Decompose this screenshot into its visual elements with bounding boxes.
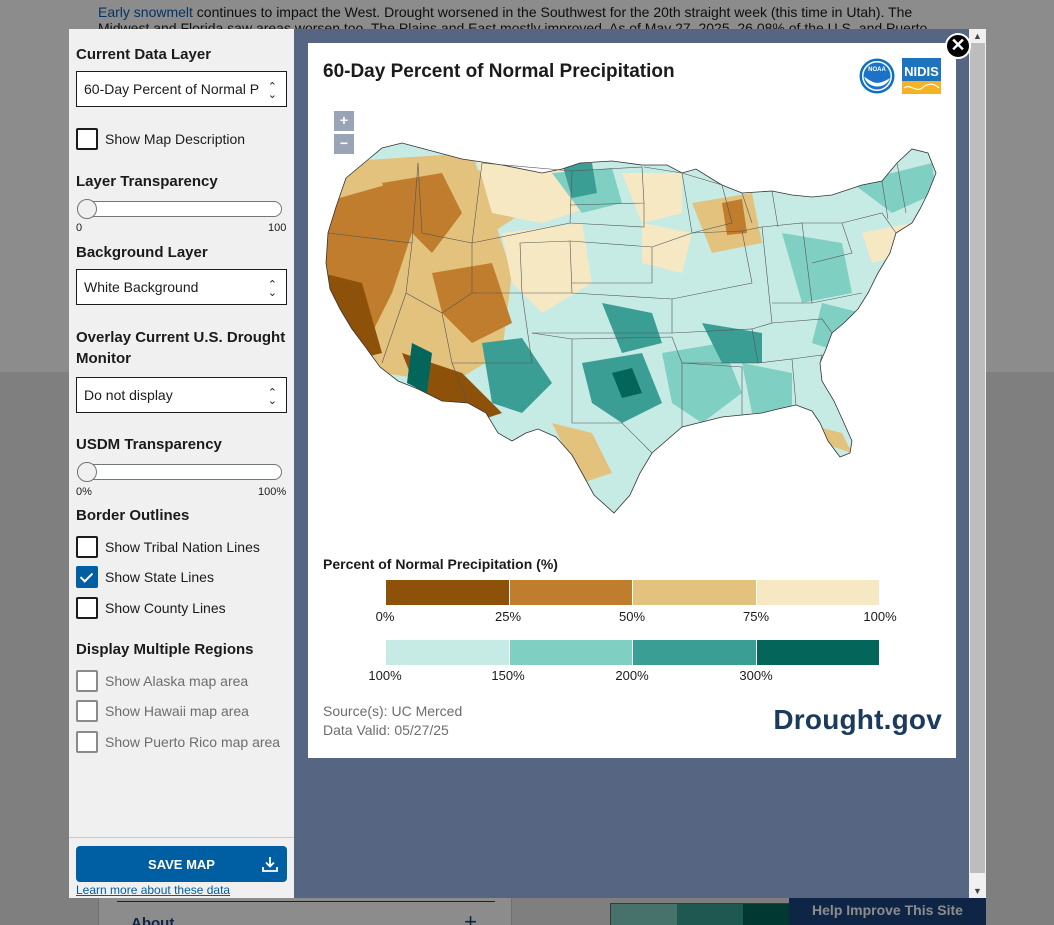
county-lines-checkbox[interactable] xyxy=(76,597,98,619)
state-lines-checkbox[interactable] xyxy=(76,566,98,588)
legend-tick: 25% xyxy=(494,609,522,624)
hawaii-option[interactable]: Show Hawaii map area xyxy=(76,700,249,722)
source-text: Source(s): UC Merced xyxy=(323,703,463,719)
data-valid-text: Data Valid: 05/27/25 xyxy=(323,722,449,738)
usdm-transparency-min: 0% xyxy=(76,486,92,498)
legend-swatch xyxy=(508,640,632,665)
close-icon[interactable]: ✕ xyxy=(945,33,971,59)
nidis-logo-text: NIDIS xyxy=(904,64,939,79)
map-fill-layer xyxy=(326,143,936,513)
legend-swatch xyxy=(632,640,756,665)
scroll-up-icon[interactable]: ▲ xyxy=(969,29,986,43)
legend-swatch xyxy=(755,580,879,605)
legend-swatch xyxy=(632,580,756,605)
tribal-lines-label: Show Tribal Nation Lines xyxy=(105,539,260,555)
legend-tick: 0% xyxy=(375,609,395,624)
county-lines-label: Show County Lines xyxy=(105,600,226,616)
legend-title: Percent of Normal Precipitation (%) xyxy=(323,556,558,572)
usdm-transparency-thumb[interactable] xyxy=(77,462,97,482)
state-lines-label: Show State Lines xyxy=(105,569,214,585)
early-snowmelt-link[interactable]: Early snowmelt xyxy=(98,4,193,20)
legend-tick: 75% xyxy=(742,609,770,624)
multiple-regions-heading: Display Multiple Regions xyxy=(76,641,254,658)
show-map-description-option[interactable]: Show Map Description xyxy=(76,128,245,150)
usdm-transparency-max: 100% xyxy=(258,486,287,498)
nidis-logo-icon: NIDIS xyxy=(902,58,941,94)
show-map-description-checkbox[interactable] xyxy=(76,128,98,150)
legend-swatch xyxy=(508,580,632,605)
map-modal: Current Data Layer 60-Day Percent of Nor… xyxy=(69,29,986,898)
current-layer-heading: Current Data Layer xyxy=(76,46,212,63)
layer-transparency-slider[interactable] xyxy=(77,199,282,219)
card-divider xyxy=(117,901,495,902)
zoom-out-button[interactable]: − xyxy=(334,134,354,154)
background-layer-heading: Background Layer xyxy=(76,244,208,261)
overlay-usdm-select[interactable]: Do not display ⌃ ⌄ xyxy=(76,377,287,413)
map-settings-sidebar: Current Data Layer 60-Day Percent of Nor… xyxy=(69,29,294,898)
usdm-transparency-heading: USDM Transparency xyxy=(76,436,222,453)
tribal-lines-option[interactable]: Show Tribal Nation Lines xyxy=(76,536,260,558)
learn-more-link[interactable]: Learn more about these data xyxy=(76,883,231,897)
zoom-in-button[interactable]: + xyxy=(334,111,354,131)
hawaii-checkbox[interactable] xyxy=(76,700,98,722)
puerto-rico-checkbox[interactable] xyxy=(76,731,98,753)
legend-swatch xyxy=(386,640,509,665)
save-map-button[interactable]: SAVE MAP xyxy=(76,846,287,882)
save-map-label: SAVE MAP xyxy=(148,856,215,872)
legend-swatch xyxy=(755,640,879,665)
map-title: 60-Day Percent of Normal Precipitation xyxy=(323,61,675,82)
scroll-thumb[interactable] xyxy=(970,43,985,873)
overlay-usdm-heading: Overlay Current U.S. Drought Monitor xyxy=(76,329,286,367)
legend-tick: 100% xyxy=(863,609,897,624)
puerto-rico-label: Show Puerto Rico map area xyxy=(105,734,281,750)
puerto-rico-option[interactable]: Show Puerto Rico map area xyxy=(76,731,280,753)
layer-transparency-thumb[interactable] xyxy=(77,199,97,219)
alaska-option[interactable]: Show Alaska map area xyxy=(76,670,248,692)
map-card: 60-Day Percent of Normal Precipitation N… xyxy=(308,43,956,758)
noaa-logo-text: NOAA xyxy=(868,67,886,73)
border-outlines-heading: Border Outlines xyxy=(76,507,190,524)
download-icon xyxy=(262,857,278,872)
legend-tick: 100% xyxy=(368,668,402,683)
background-legend-swatch xyxy=(677,904,743,925)
precipitation-map[interactable] xyxy=(322,123,944,523)
state-lines-option[interactable]: Show State Lines xyxy=(76,566,214,588)
plus-icon[interactable]: + xyxy=(464,909,477,925)
overlay-usdm-value: Do not display xyxy=(84,387,173,403)
state-boundary-lines xyxy=(325,142,937,514)
modal-scrollbar[interactable]: ▲ ▼ xyxy=(969,29,986,898)
wet-legend xyxy=(386,640,879,665)
legend-tick: 150% xyxy=(491,668,525,683)
scroll-down-icon[interactable]: ▼ xyxy=(969,884,986,898)
background-legend-swatch xyxy=(611,904,677,925)
legend-tick: 50% xyxy=(618,609,646,624)
dry-legend xyxy=(386,580,879,605)
alaska-checkbox[interactable] xyxy=(76,670,98,692)
current-layer-value: 60-Day Percent of Normal P xyxy=(84,81,260,97)
drought-gov-logo[interactable]: Drought.gov xyxy=(773,704,942,735)
layer-transparency-min: 0 xyxy=(76,222,83,234)
layer-transparency-heading: Layer Transparency xyxy=(76,173,218,190)
background-layer-value: White Background xyxy=(84,279,199,295)
hawaii-label: Show Hawaii map area xyxy=(105,703,249,719)
noaa-logo-icon: NOAA xyxy=(859,58,895,94)
help-improve-button[interactable]: Help Improve This Site xyxy=(789,897,986,925)
county-lines-option[interactable]: Show County Lines xyxy=(76,597,226,619)
about-accordion-label[interactable]: About xyxy=(131,915,175,925)
legend-swatch xyxy=(386,580,509,605)
usdm-transparency-slider[interactable] xyxy=(77,462,282,482)
alaska-label: Show Alaska map area xyxy=(105,673,249,689)
map-source: Source(s): UC Merced Data Valid: 05/27/2… xyxy=(323,702,462,740)
layer-transparency-max: 100 xyxy=(268,222,287,234)
sidebar-divider xyxy=(69,837,294,838)
background-layer-select[interactable]: White Background ⌃ ⌄ xyxy=(76,269,287,305)
tribal-lines-checkbox[interactable] xyxy=(76,536,98,558)
legend-tick: 200% xyxy=(615,668,649,683)
current-layer-select[interactable]: 60-Day Percent of Normal P ⌃ ⌄ xyxy=(76,71,287,107)
legend-tick: 300% xyxy=(739,668,773,683)
show-map-description-label: Show Map Description xyxy=(105,131,246,147)
